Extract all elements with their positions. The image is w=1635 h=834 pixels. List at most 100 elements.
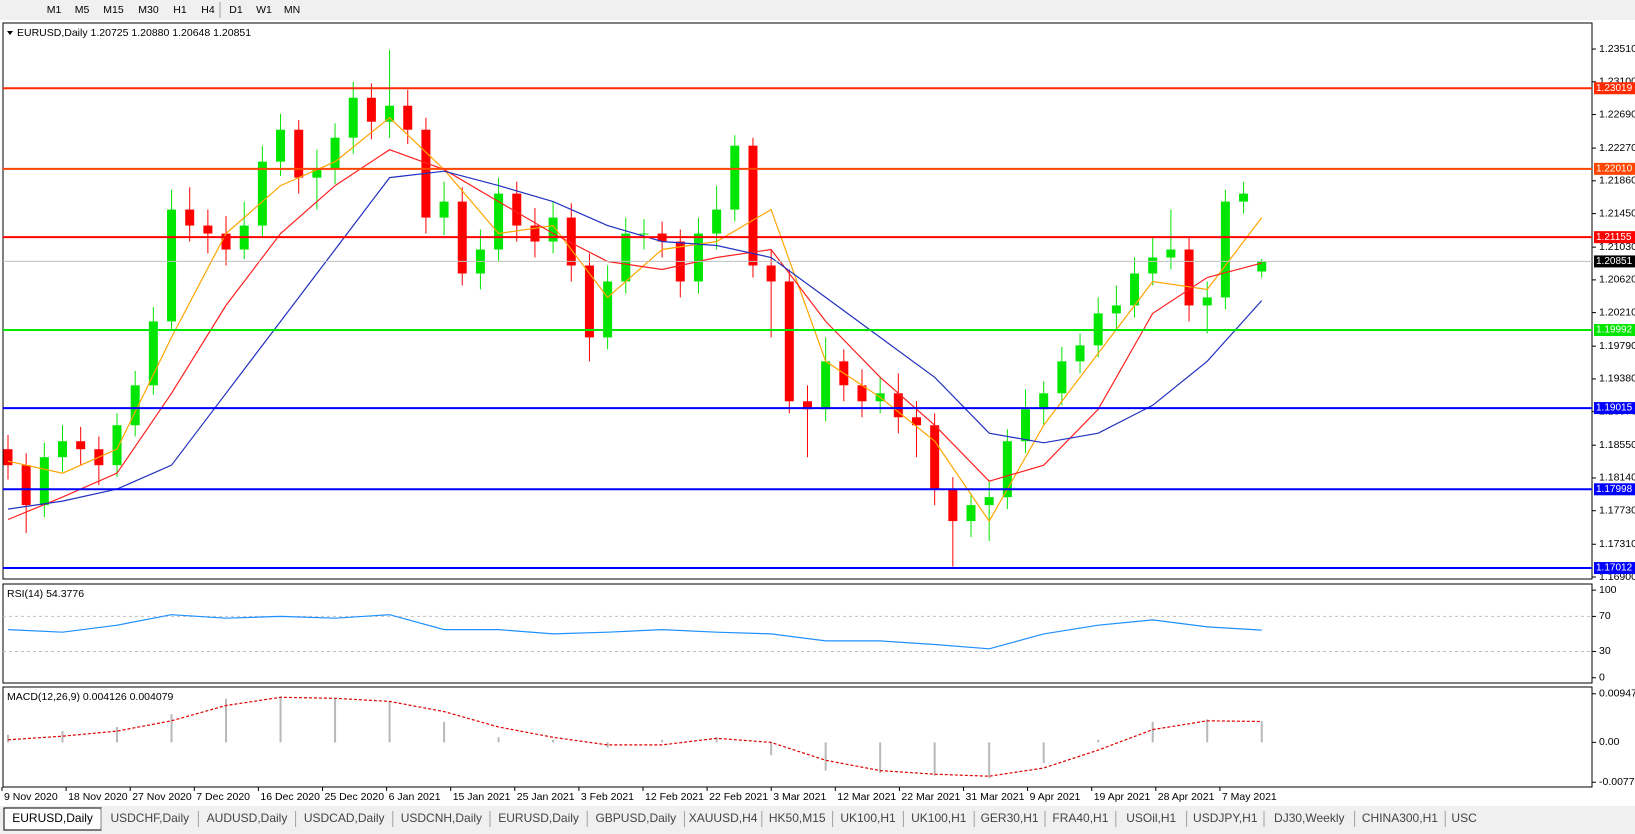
macd-bar xyxy=(116,727,119,743)
tab-label[interactable]: EURUSD,Daily xyxy=(12,811,93,825)
tab-label[interactable]: HK50,M15 xyxy=(769,811,826,825)
candle-body xyxy=(348,97,358,138)
candle-body xyxy=(185,209,195,226)
tab-label[interactable]: USDCHF,Daily xyxy=(110,811,189,825)
indicator-line xyxy=(7,614,1262,650)
candle-body xyxy=(948,489,958,522)
timeframe-button[interactable]: MN xyxy=(284,4,300,16)
candle-body xyxy=(403,105,413,130)
candle-body xyxy=(39,457,49,506)
y-tick-label: 1.21860 xyxy=(1599,175,1635,187)
tab-label[interactable]: EURUSD,Daily xyxy=(498,811,579,825)
chart-tab[interactable] xyxy=(1445,808,1483,830)
candle-body xyxy=(530,225,540,242)
timeframe-button[interactable]: M30 xyxy=(138,4,159,16)
price-tag-label: 1.21155 xyxy=(1596,232,1632,243)
chart-tab[interactable] xyxy=(1264,808,1355,830)
x-tick-label: 7 Dec 2020 xyxy=(196,791,250,803)
tab-label[interactable]: GER30,H1 xyxy=(981,811,1039,825)
x-tick-label: 22 Feb 2021 xyxy=(709,791,768,803)
x-tick-label: 3 Feb 2021 xyxy=(581,791,634,803)
x-tick-label: 16 Dec 2020 xyxy=(260,791,320,803)
candle-body xyxy=(1184,249,1194,306)
macd-bar xyxy=(443,721,446,743)
timeframe-button[interactable]: M5 xyxy=(75,4,90,16)
tab-label[interactable]: CHINA300,H1 xyxy=(1362,811,1438,825)
macd-bar xyxy=(770,742,773,756)
candle-body xyxy=(748,145,758,266)
x-tick-label: 3 Mar 2021 xyxy=(773,791,826,803)
tab-label[interactable]: DJ30,Weekly xyxy=(1274,811,1344,825)
price-tag xyxy=(1594,231,1635,244)
tab-label[interactable]: USDCNH,Daily xyxy=(401,811,482,825)
x-tick-label: 12 Mar 2021 xyxy=(837,791,896,803)
candle-body xyxy=(1239,193,1249,202)
macd-bar xyxy=(1206,719,1209,743)
chart-tab[interactable] xyxy=(101,808,199,830)
candle-body xyxy=(439,201,449,218)
tab-label[interactable]: AUDUSD,Daily xyxy=(207,811,288,825)
tab-label[interactable]: USDJPY,H1 xyxy=(1193,811,1258,825)
tab-label[interactable]: XAUUSD,H4 xyxy=(689,811,758,825)
candle-body xyxy=(221,233,231,250)
x-tick-label: 28 Apr 2021 xyxy=(1158,791,1215,803)
candle-body xyxy=(566,217,576,266)
chart-tab[interactable] xyxy=(1115,808,1187,830)
chart-tab[interactable] xyxy=(832,808,904,830)
tab-label[interactable]: USC xyxy=(1451,811,1477,825)
chart-tab[interactable] xyxy=(295,808,393,830)
candle-body xyxy=(1257,261,1267,272)
x-tick-label: 12 Feb 2021 xyxy=(645,791,704,803)
macd-bar xyxy=(552,739,555,743)
x-tick-label: 27 Nov 2020 xyxy=(132,791,192,803)
timeframe-button[interactable]: H4 xyxy=(201,4,215,16)
chart-tab[interactable] xyxy=(198,808,296,830)
chart-tab[interactable] xyxy=(490,808,588,830)
chart-tab[interactable] xyxy=(974,808,1045,830)
price-tag xyxy=(1594,162,1635,175)
chart-tab[interactable] xyxy=(1045,808,1116,830)
candle-body xyxy=(984,497,994,506)
price-tag xyxy=(1594,483,1635,496)
chart-tab[interactable] xyxy=(1354,808,1446,830)
macd-bar xyxy=(388,701,391,743)
tab-label[interactable]: UK100,H1 xyxy=(840,811,896,825)
chart-tab[interactable] xyxy=(684,808,762,830)
timeframe-button[interactable]: M1 xyxy=(47,4,62,16)
chart-tab[interactable] xyxy=(1186,808,1264,830)
timeframe-button[interactable]: W1 xyxy=(256,4,272,16)
y-tick-label: 1.17730 xyxy=(1599,504,1635,516)
timeframe-button[interactable]: M15 xyxy=(103,4,124,16)
x-tick-label: 15 Jan 2021 xyxy=(453,791,511,803)
candle-body xyxy=(257,161,267,226)
candle-body xyxy=(730,145,740,210)
candle-body xyxy=(1220,201,1230,298)
price-tag xyxy=(1594,255,1635,268)
chart-tab[interactable] xyxy=(761,808,833,830)
tab-label[interactable]: FRA40,H1 xyxy=(1052,811,1108,825)
price-tag-label: 1.17012 xyxy=(1596,563,1633,574)
timeframe-button[interactable]: D1 xyxy=(229,4,243,16)
x-tick-label: 25 Jan 2021 xyxy=(517,791,575,803)
tab-label[interactable]: USDCAD,Daily xyxy=(304,811,385,825)
price-tag-label: 1.17998 xyxy=(1596,484,1633,495)
candle-body xyxy=(766,265,776,282)
macd-bar xyxy=(225,698,228,743)
tab-label[interactable]: UK100,H1 xyxy=(911,811,967,825)
tab-label[interactable]: USOil,H1 xyxy=(1126,811,1176,825)
tab-label[interactable]: GBPUSD,Daily xyxy=(595,811,676,825)
macd-bar xyxy=(1097,739,1100,743)
chart-tab[interactable] xyxy=(587,808,685,830)
macd-bar xyxy=(824,742,827,771)
x-tick-label: 7 May 2021 xyxy=(1222,791,1277,803)
candle-body xyxy=(966,505,976,522)
rsi-panel xyxy=(2,583,1593,684)
panel-title: EURUSD,Daily 1.20725 1.20880 1.20648 1.2… xyxy=(17,27,251,39)
chart-tab[interactable] xyxy=(903,808,975,830)
macd-bar xyxy=(1151,721,1154,743)
x-tick-label: 6 Jan 2021 xyxy=(389,791,441,803)
x-tick-label: 18 Nov 2020 xyxy=(68,791,128,803)
timeframe-button[interactable]: H1 xyxy=(173,4,187,16)
chart-tab[interactable] xyxy=(392,808,490,830)
